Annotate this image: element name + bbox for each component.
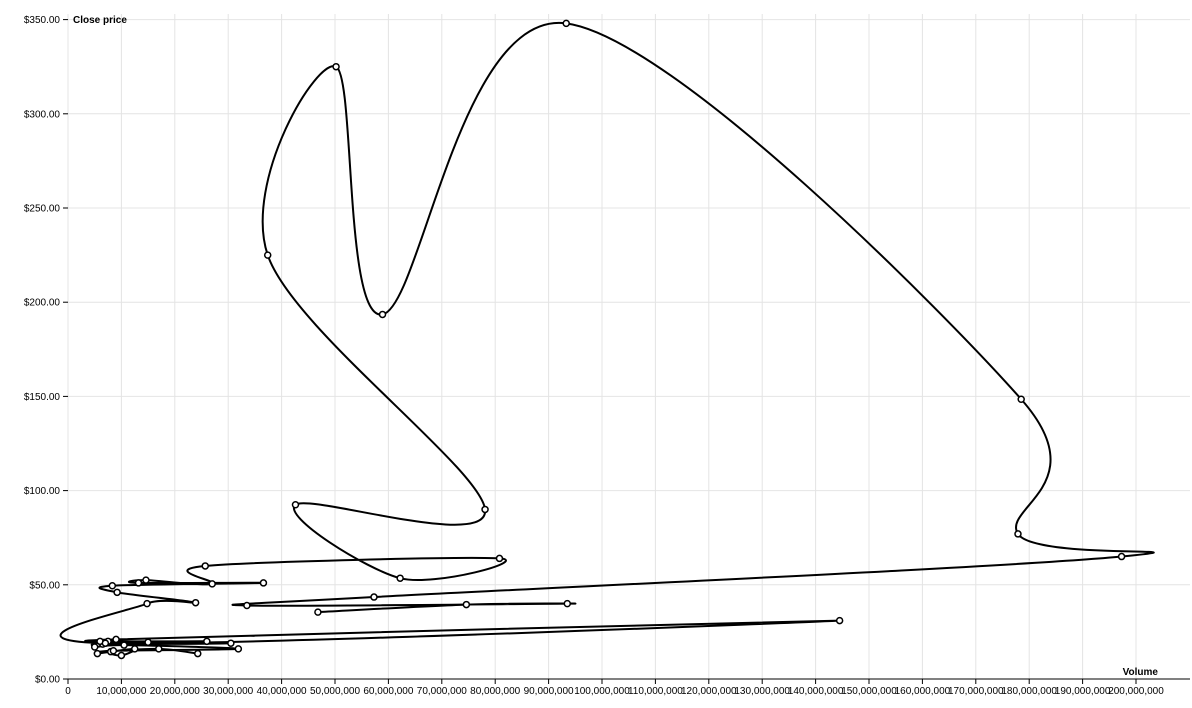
x-tick-label: 80,000,000: [470, 686, 520, 697]
x-tick-label: 110,000,000: [628, 686, 683, 697]
data-point: [396, 574, 404, 582]
gridlines: [67, 14, 1190, 680]
data-point: [563, 599, 572, 608]
data-point: [113, 588, 121, 597]
data-point: [155, 645, 163, 653]
x-tick-label: 70,000,000: [417, 686, 467, 697]
data-point: [562, 19, 570, 28]
x-tick-label: 30,000,000: [203, 686, 253, 697]
x-tick-label: 130,000,000: [734, 686, 790, 697]
data-points: [90, 19, 1126, 660]
y-tick-label: $0.00: [35, 675, 60, 686]
data-point: [263, 251, 272, 259]
x-tick-label: 120,000,000: [681, 686, 737, 697]
data-point: [481, 505, 489, 514]
data-point: [201, 562, 209, 570]
y-tick-label: $300.00: [24, 109, 61, 120]
data-point: [495, 554, 504, 563]
x-tick-label: 190,000,000: [1055, 686, 1111, 697]
x-tick-label: 50,000,000: [310, 686, 360, 697]
data-point: [134, 579, 143, 587]
data-point: [1014, 530, 1022, 538]
y-tick-label: $200.00: [24, 298, 61, 309]
data-point: [131, 645, 139, 653]
data-point: [234, 645, 243, 653]
data-point: [101, 639, 110, 647]
x-tick-label: 0: [65, 686, 71, 697]
data-point: [291, 500, 300, 509]
data-point: [191, 598, 200, 607]
x-tick-label: 150,000,000: [841, 686, 897, 697]
data-point: [378, 310, 387, 319]
data-point: [227, 639, 235, 647]
data-point: [109, 646, 118, 655]
data-point: [462, 600, 471, 609]
data-point: [194, 649, 202, 658]
data-point: [1117, 552, 1126, 561]
y-tick-label: $250.00: [24, 204, 61, 215]
x-tick-label: 140,000,000: [788, 686, 844, 697]
y-tick-label: $350.00: [24, 15, 61, 26]
y-tick-label: $50.00: [29, 580, 60, 591]
x-axis-title: Volume: [1123, 667, 1159, 678]
data-point: [243, 601, 251, 610]
x-tick-label: 90,000,000: [524, 686, 574, 697]
series-line: [59, 22, 1155, 657]
data-point: [93, 649, 102, 658]
data-point: [120, 641, 128, 649]
series-line-layer: [59, 22, 1155, 657]
data-point: [314, 608, 322, 616]
y-axis-title: Close price: [73, 15, 127, 26]
data-point: [370, 593, 378, 601]
x-tick-label: 170,000,000: [948, 686, 1004, 697]
data-point: [108, 581, 117, 590]
data-point: [203, 637, 211, 646]
data-point: [835, 616, 844, 625]
x-tick-label: 160,000,000: [895, 686, 951, 697]
data-point: [208, 580, 216, 588]
axes: 0 10,000,000 20,000,000 30,000,000 40,000,00…: [24, 15, 1190, 697]
x-tick-label: 60,000,000: [363, 686, 413, 697]
data-point: [1017, 395, 1025, 403]
data-point: [144, 638, 152, 647]
y-tick-label: $100.00: [24, 486, 61, 497]
x-tick-label: 10,000,000: [96, 686, 146, 697]
data-point: [90, 643, 99, 651]
data-point: [259, 579, 268, 587]
x-tick-label: 200,000,000: [1108, 686, 1164, 697]
x-tick-label: 20,000,000: [150, 686, 200, 697]
data-point: [142, 576, 150, 584]
x-tick-label: 100,000,000: [574, 686, 630, 697]
x-tick-label: 180,000,000: [1001, 686, 1057, 697]
data-point: [117, 651, 126, 660]
x-tick-label: 40,000,000: [257, 686, 307, 697]
data-point: [143, 599, 151, 608]
data-point: [112, 635, 120, 644]
y-tick-label: $150.00: [24, 392, 61, 403]
data-point: [332, 62, 340, 71]
